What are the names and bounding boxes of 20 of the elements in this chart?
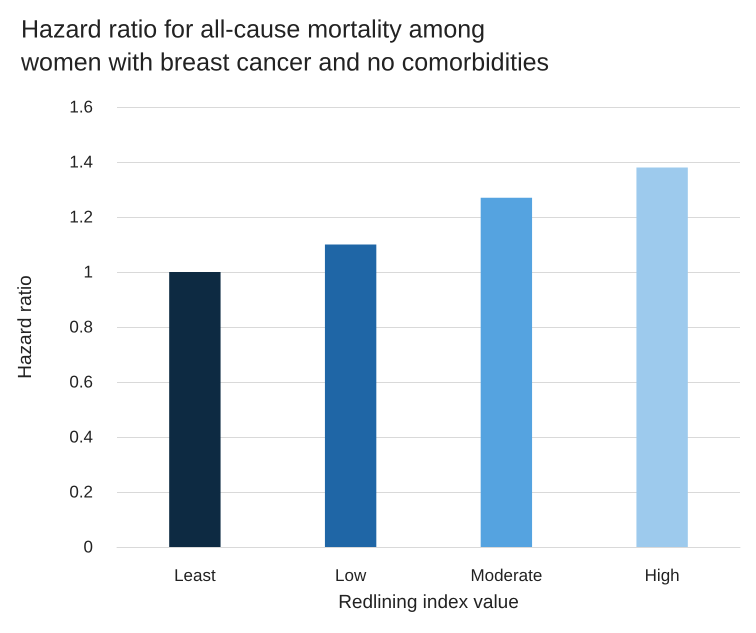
y-tick-label: 0.4 [69, 428, 93, 446]
y-axis-title: Hazard ratio [15, 275, 36, 379]
y-tick-label: 1.2 [69, 208, 93, 226]
y-tick-label: 1.4 [69, 152, 93, 172]
x-axis-title: Redlining index value [338, 592, 519, 613]
x-tick-label: Low [335, 566, 367, 585]
y-tick-label: 0 [84, 538, 93, 556]
x-tick-label: Least [174, 566, 216, 585]
y-tick-label: 1 [84, 262, 93, 282]
x-tick-label: Moderate [470, 566, 542, 585]
bar [324, 244, 376, 547]
chart-title: Hazard ratio for all-cause mortality among women with breast cancer and no comorbidities [20, 16, 550, 76]
bar [636, 168, 688, 547]
y-tick-label: 0.2 [69, 482, 93, 502]
y-tick-label: 0.8 [69, 318, 93, 336]
bar [480, 198, 532, 547]
bar [169, 272, 221, 547]
x-tick-label: High [644, 566, 680, 585]
y-tick-label: 0.6 [69, 372, 93, 392]
y-tick-label: 1.6 [69, 98, 93, 116]
